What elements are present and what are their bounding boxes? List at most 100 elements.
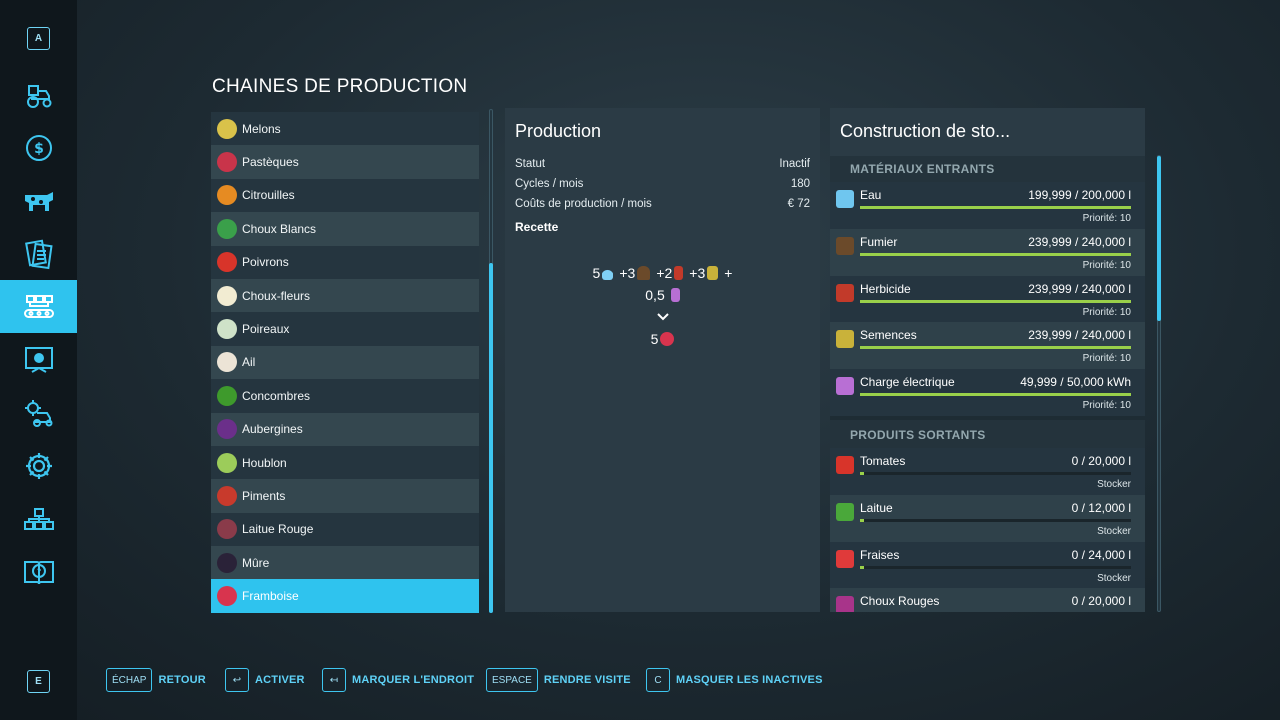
list-item[interactable]: Choux Blancs (211, 212, 479, 246)
crop-icon (217, 152, 237, 173)
contracts-icon (24, 239, 53, 269)
material-amount: 49,999 / 50,000 kWh (1020, 375, 1131, 390)
crop-icon (217, 218, 237, 239)
storage-row[interactable]: Semences 239,999 / 240,000 l Priorité: 10 (830, 322, 1145, 370)
storage-scrollbar[interactable] (1157, 155, 1161, 612)
hint-0[interactable]: ÉCHAP RETOUR (106, 668, 206, 692)
storage-scrollbar-thumb[interactable] (1157, 156, 1161, 321)
recipe-qty-seeds: +3 (689, 265, 706, 281)
material-name: Fumier (860, 234, 898, 249)
page-title: CHAINES DE PRODUCTION (212, 76, 468, 97)
storage-row[interactable]: Fraises 0 / 24,000 l Stocker (830, 541, 1145, 589)
stat-value: € 72 (787, 198, 810, 210)
list-item-label: Laitue Rouge (242, 522, 314, 537)
storage-row[interactable]: Fumier 239,999 / 240,000 l Priorité: 10 (830, 228, 1145, 276)
list-item[interactable]: Poivrons (211, 245, 479, 279)
list-item[interactable]: Aubergines (211, 412, 479, 446)
fill-bar-level (860, 299, 1131, 303)
seeds-icon (707, 266, 719, 280)
sidebar-item-map[interactable] (0, 333, 77, 386)
storage-row[interactable]: Choux Rouges 0 / 20,000 l (830, 588, 1145, 612)
sidebar-item-contracts[interactable] (0, 227, 77, 280)
storage-panel: Construction de sto... MATÉRIAUX ENTRANT… (830, 108, 1145, 612)
sidebar-item-production[interactable] (0, 280, 77, 333)
hint-1[interactable]: ↩ ACTIVER (225, 668, 305, 692)
list-item[interactable]: Piments (211, 479, 479, 513)
list-item-label: Mûre (242, 555, 270, 570)
fill-bar (860, 393, 1131, 397)
production-chain-list: Melons Pastèques Citrouilles Choux Blancs Po… (211, 112, 479, 613)
crop-icon (217, 452, 237, 473)
crop-icon (217, 185, 237, 206)
sidebar-item-finances[interactable]: $ (0, 121, 77, 174)
list-item[interactable]: Melons (211, 112, 479, 146)
sidebar-item-animals[interactable] (0, 174, 77, 227)
hint-3[interactable]: ESPACE RENDRE VISITE (486, 668, 631, 692)
sidebar-item-vehicles[interactable] (0, 68, 77, 121)
fill-bar-level (860, 518, 865, 522)
hint-key: ↤ (322, 668, 346, 692)
list-item-label: Citrouilles (242, 188, 295, 203)
recipe-plus: + (724, 265, 733, 281)
crop-icon (217, 319, 237, 340)
material-icon (836, 596, 854, 612)
crop-icon (217, 419, 237, 440)
material-name: Semences (860, 328, 917, 343)
list-item[interactable]: Choux-fleurs (211, 278, 479, 313)
help-book-icon: ? (23, 560, 54, 584)
list-item-label: Pastèques (242, 155, 299, 170)
hint-2[interactable]: ↤ MARQUER L'ENDROIT (322, 668, 474, 692)
material-name: Tomates (860, 453, 906, 468)
crop-icon (217, 485, 237, 506)
recipe-electric: 0,5 (515, 284, 810, 306)
list-item-label: Choux Blancs (242, 221, 317, 236)
list-item[interactable]: Houblon (211, 445, 479, 480)
list-scrollbar[interactable] (489, 109, 493, 613)
sidebar-item-settings[interactable] (0, 439, 77, 492)
material-setting: Stocker (1097, 478, 1131, 490)
raspberry-icon (660, 332, 675, 346)
list-item[interactable]: Poireaux (211, 312, 479, 346)
list-item-label: Poireaux (242, 322, 290, 337)
list-item[interactable]: Framboise (211, 579, 479, 613)
storage-row[interactable]: Laitue 0 / 12,000 l Stocker (830, 494, 1145, 542)
list-item[interactable]: Ail (211, 345, 479, 380)
battery-icon (670, 288, 680, 302)
recipe-inputs: 5 +3 +2 +3 + (515, 262, 810, 284)
list-item[interactable]: Laitue Rouge (211, 512, 479, 547)
material-icon (836, 283, 854, 302)
production-panel: Production Statut Inactif Cycles / mois 180… (505, 108, 820, 612)
material-amount: 199,999 / 200,000 l (1028, 188, 1131, 202)
fill-bar (860, 252, 1131, 256)
fill-bar (860, 518, 1131, 522)
list-item-label: Choux-fleurs (242, 288, 311, 303)
material-icon (836, 377, 854, 396)
recipe-arrow (515, 306, 810, 328)
fill-bar (860, 206, 1131, 209)
svg-text:$: $ (34, 141, 44, 157)
list-item[interactable]: Concombres (211, 379, 479, 413)
material-icon (836, 190, 854, 208)
material-name: Choux Rouges (860, 594, 940, 609)
dollar-icon: $ (25, 134, 52, 161)
sidebar-item-structure[interactable] (0, 492, 77, 545)
hint-key: ↩ (225, 668, 249, 692)
recipe: 5 +3 +2 +3 + 0,5 5 (515, 262, 810, 350)
storage-row[interactable]: Herbicide 239,999 / 240,000 l Priorité: 10 (830, 275, 1145, 323)
material-amount: 0 / 20,000 l (1071, 453, 1131, 468)
sidebar-item-help[interactable]: ? (0, 545, 77, 598)
hint-4[interactable]: C MASQUER LES INACTIVES (646, 668, 823, 692)
stat-row: Coûts de production / mois € 72 (515, 194, 810, 214)
list-scrollbar-thumb[interactable] (489, 263, 493, 613)
list-item[interactable]: Mûre (211, 546, 479, 580)
recipe-qty-herbicide: +2 (656, 265, 673, 281)
storage-row[interactable]: Eau 199,999 / 200,000 l Priorité: 10 (830, 182, 1145, 229)
crop-icon (217, 385, 237, 406)
hint-key: ESPACE (486, 668, 538, 692)
crop-icon (217, 252, 237, 273)
list-item[interactable]: Citrouilles (211, 178, 479, 213)
sidebar-item-garage[interactable] (0, 386, 77, 439)
list-item[interactable]: Pastèques (211, 145, 479, 179)
storage-row[interactable]: Charge électrique 49,999 / 50,000 kWh Prio… (830, 369, 1145, 416)
storage-row[interactable]: Tomates 0 / 20,000 l Stocker (830, 447, 1145, 495)
